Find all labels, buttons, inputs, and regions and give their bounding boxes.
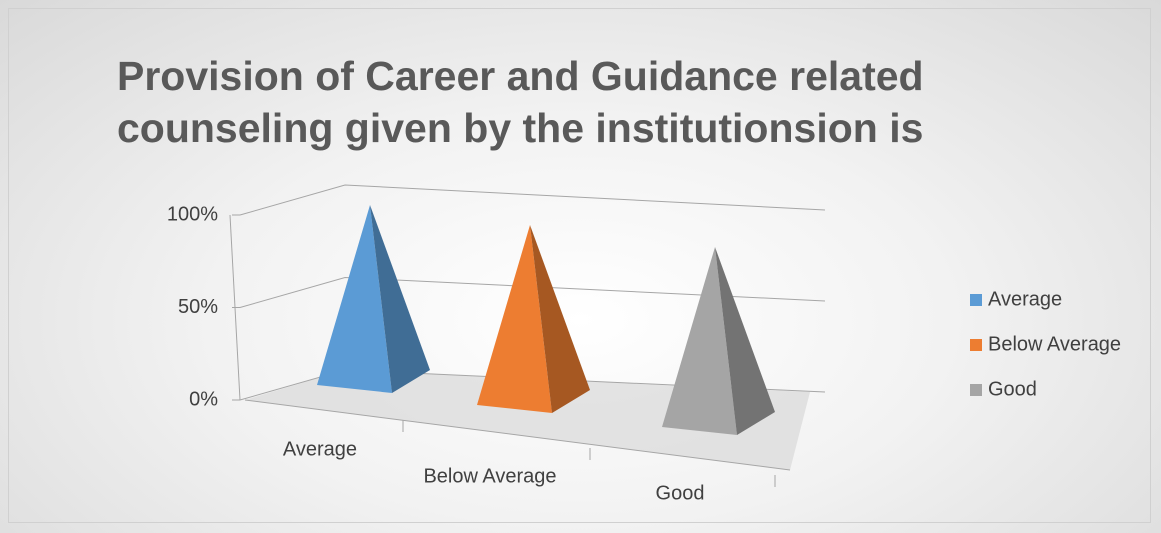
pyramid-face: [477, 225, 552, 413]
legend-swatch: [970, 339, 982, 351]
floor: [245, 370, 810, 470]
pyramid-side: [715, 247, 775, 435]
pyramid-face: [317, 205, 392, 393]
pyramid-face: [662, 247, 737, 435]
y-tick-label: 100%: [167, 203, 218, 225]
pyramid-side: [530, 225, 590, 413]
legend-label: Good: [988, 378, 1037, 400]
x-tick-label: Below Average: [423, 465, 556, 487]
legend-swatch: [970, 294, 982, 306]
x-axis: [244, 399, 791, 471]
legend-label: Below Average: [988, 333, 1121, 355]
grid-line: [239, 276, 826, 308]
chart-frame: [8, 8, 1151, 523]
chart-title: Provision of Career and Guidance related…: [117, 53, 924, 151]
pyramid-side: [370, 205, 430, 393]
y-tick-label: 50%: [178, 296, 218, 318]
x-tick-label: Good: [656, 482, 705, 504]
legend-label: Average: [988, 288, 1062, 310]
grid-line: [239, 184, 826, 216]
x-tick-label: Average: [283, 438, 357, 460]
y-tick-label: 0%: [189, 388, 218, 410]
legend-swatch: [970, 384, 982, 396]
